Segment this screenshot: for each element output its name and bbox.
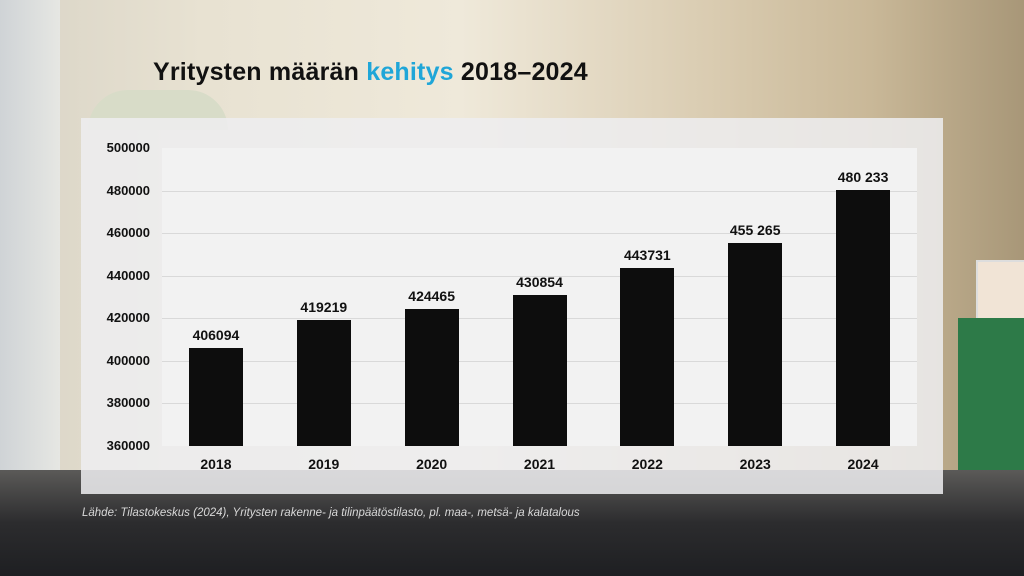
title-part-1: Yritysten määrän <box>153 58 367 86</box>
x-tick-label: 2019 <box>308 456 340 472</box>
title-part-2: 2018–2024 <box>453 58 588 86</box>
bar-2024 <box>836 190 891 446</box>
y-tick-label: 380000 <box>106 395 150 411</box>
x-tick-label: 2020 <box>416 456 448 472</box>
y-tick-label: 500000 <box>106 140 150 155</box>
x-tick-label: 2021 <box>523 456 556 472</box>
bar-2021 <box>512 295 567 446</box>
bar-value-label: 406094 <box>192 326 240 343</box>
bar-2022 <box>620 267 675 446</box>
bar-value-label: 480 233 <box>837 169 889 186</box>
bar-value-label: 419219 <box>300 298 348 315</box>
bar-value-label: 424465 <box>408 287 455 304</box>
gridline <box>162 190 917 192</box>
title-accent: kehitys <box>366 58 454 86</box>
bar-2023 <box>728 243 783 446</box>
x-tick-label: 2024 <box>847 456 879 472</box>
bar-2020 <box>404 308 459 446</box>
bar-value-label: 430854 <box>516 274 563 291</box>
x-tick-label: 2023 <box>739 456 771 472</box>
x-tick-label: 2018 <box>200 456 232 472</box>
chart-title: Yritysten määrän kehitys 2018–2024 <box>153 58 588 87</box>
y-tick-label: 460000 <box>106 225 150 241</box>
gridline <box>162 233 917 235</box>
y-tick-label: 480000 <box>106 182 150 198</box>
y-tick-label: 400000 <box>106 352 150 368</box>
y-tick-label: 360000 <box>106 438 150 453</box>
x-tick-label: 2022 <box>631 456 663 472</box>
bar-2018 <box>188 347 243 446</box>
y-tick-label: 420000 <box>106 310 150 326</box>
bar-value-label: 455 265 <box>729 222 781 239</box>
source-note: Lähde: Tilastokeskus (2024), Yritysten r… <box>82 507 580 519</box>
gridline <box>162 275 917 277</box>
bar-value-label: 443731 <box>623 246 671 263</box>
bar-2019 <box>296 319 351 446</box>
y-tick-label: 440000 <box>106 267 150 283</box>
background-artwork <box>976 260 1024 320</box>
